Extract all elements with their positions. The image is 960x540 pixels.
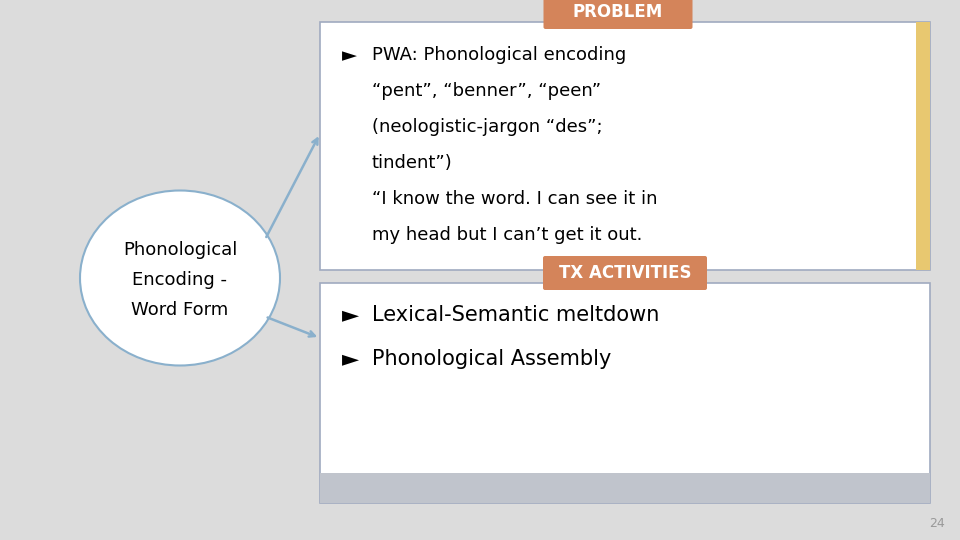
Text: “pent”, “benner”, “peen”: “pent”, “benner”, “peen” [372,82,601,100]
Bar [320,22,930,270]
Text: Lexical-Semantic meltdown: Lexical-Semantic meltdown [372,305,660,325]
FancyBboxPatch shape [543,0,692,29]
Bar [916,22,930,270]
Text: “I know the word. I can see it in: “I know the word. I can see it in [372,190,658,208]
Bar [320,473,930,503]
Text: ►: ► [342,46,357,65]
Text: Phonological: Phonological [123,241,237,259]
Bar [320,283,930,503]
Text: 24: 24 [929,517,945,530]
Text: ►: ► [342,349,359,369]
Ellipse shape [80,191,280,366]
Text: my head but I can’t get it out.: my head but I can’t get it out. [372,226,642,244]
FancyBboxPatch shape [543,256,707,290]
Text: Word Form: Word Form [132,301,228,319]
Text: PWA: Phonological encoding: PWA: Phonological encoding [372,46,626,64]
Text: Phonological Assembly: Phonological Assembly [372,349,612,369]
Text: TX ACTIVITIES: TX ACTIVITIES [559,264,691,282]
Text: PROBLEM: PROBLEM [573,3,663,21]
Text: tindent”): tindent”) [372,154,453,172]
Text: Encoding -: Encoding - [132,271,228,289]
Text: (neologistic-jargon “des”;: (neologistic-jargon “des”; [372,118,603,136]
Text: ►: ► [342,305,359,325]
